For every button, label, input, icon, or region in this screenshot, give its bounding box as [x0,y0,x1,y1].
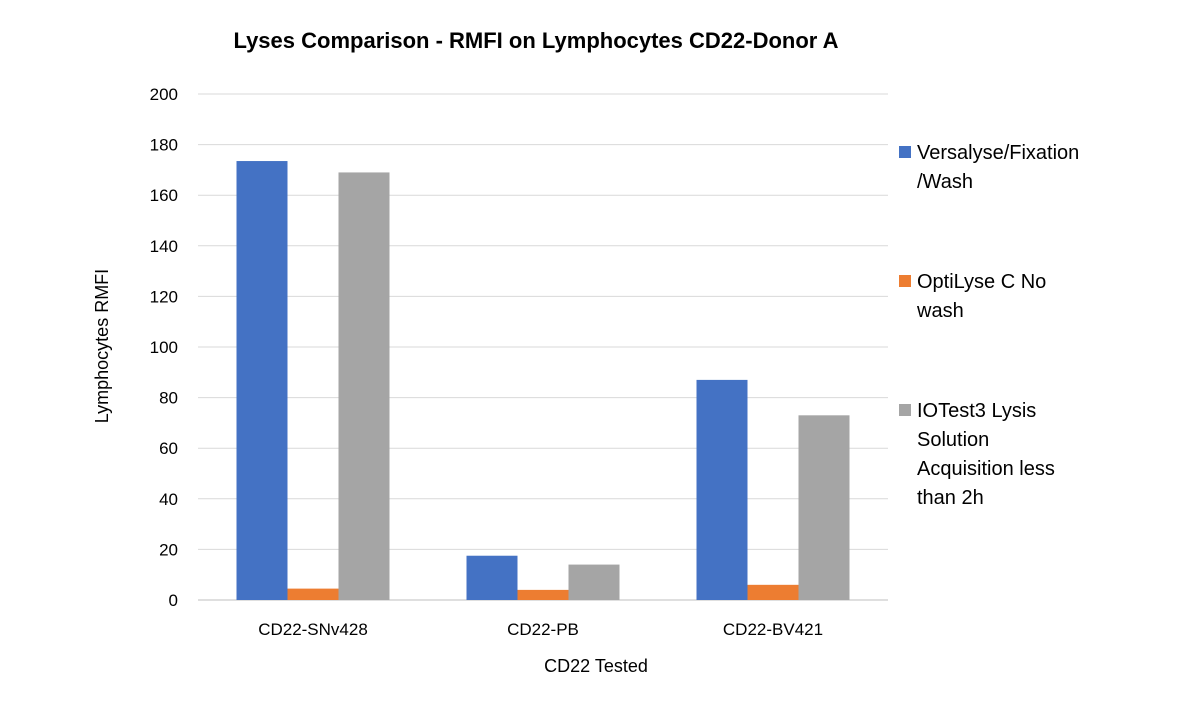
x-category-label: CD22-BV421 [723,620,823,639]
y-tick-label: 120 [150,287,178,306]
y-tick-label: 60 [159,439,178,458]
bar-cd22-bv421-series-2 [747,584,799,600]
legend: Versalyse/Fixation/Wash OptiLyse C No wash… [899,142,1079,509]
legend-swatch [899,146,911,158]
bar-cd22-bv421-series-3 [798,415,850,600]
x-axis-title: CD22 Tested [544,656,648,676]
y-tick-label: 40 [159,490,178,509]
bar-cd22-snv428-series-1 [236,161,288,601]
y-tick-label: 200 [150,85,178,104]
legend-label: Versalyse/Fixation [917,142,1079,164]
legend-label: IOTest3 Lysis [917,400,1036,422]
bar-cd22-pb-series-2 [517,589,569,600]
bar-cd22-snv428-series-2 [287,588,339,600]
y-axis-ticks: 0 20 40 60 80 100 120 140 160 180 200 [150,85,178,610]
bars [236,161,850,601]
legend-label: /Wash [917,171,973,193]
legend-label: OptiLyse C No [917,271,1046,293]
chart-title: Lyses Comparison - RMFI on Lymphocytes C… [233,28,838,53]
legend-swatch [899,275,911,287]
y-tick-label: 0 [169,591,178,610]
y-tick-label: 80 [159,389,178,408]
y-tick-label: 180 [150,136,178,155]
bar-cd22-pb-series-3 [568,564,620,600]
y-axis-title: Lymphocytes RMFI [92,269,112,423]
y-tick-label: 20 [159,540,178,559]
legend-swatch [899,404,911,416]
bar-cd22-bv421-series-1 [696,379,748,600]
y-tick-label: 160 [150,186,178,205]
legend-label: Solution [917,429,989,451]
x-category-label: CD22-PB [507,620,579,639]
bar-cd22-pb-series-1 [466,555,518,600]
bar-cd22-snv428-series-3 [338,172,390,600]
y-tick-label: 100 [150,338,178,357]
x-category-label: CD22-SNv428 [258,620,368,639]
gridlines [198,93,888,601]
y-tick-label: 140 [150,237,178,256]
x-axis-categories: CD22-SNv428 CD22-PB CD22-BV421 [258,620,823,639]
legend-label: wash [916,300,964,322]
legend-label: Acquisition less [917,458,1055,480]
legend-label: than 2h [917,487,984,509]
